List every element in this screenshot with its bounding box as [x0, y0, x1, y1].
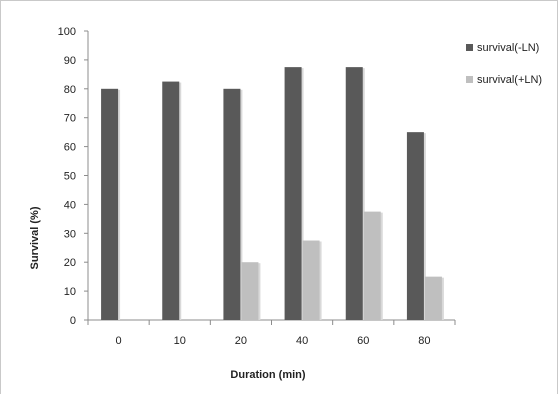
legend-swatch	[466, 44, 473, 51]
x-tick-label: 10	[174, 335, 186, 347]
frame-top-border	[0, 0, 558, 1]
y-tick-label: 10	[64, 286, 76, 298]
bar-plus-ln-20	[241, 262, 259, 320]
bar-plus-ln-80	[424, 276, 442, 320]
bar-minus-ln-0	[101, 88, 119, 320]
bars	[101, 67, 444, 320]
y-tick-label: 0	[70, 315, 76, 327]
bar-minus-ln-80	[406, 132, 424, 320]
y-tick-label: 70	[64, 113, 76, 125]
x-axis: 0 10 20 40 60 80	[87, 319, 456, 347]
y-tick-label: 100	[58, 26, 76, 38]
x-axis-title: Duration (min)	[230, 369, 305, 381]
legend-swatch	[466, 76, 473, 83]
y-tick-label: 60	[64, 142, 76, 154]
y-tick-label: 80	[64, 84, 76, 96]
y-tick-label: 90	[64, 55, 76, 67]
y-axis: 0 10 20 30 40 50 60 70 80 90 100	[58, 26, 89, 327]
bar-minus-ln-60	[345, 67, 363, 320]
legend: survival(-LN) survival(+LN)	[466, 42, 542, 86]
bar-plus-ln-60	[363, 211, 381, 320]
y-tick-label: 40	[64, 199, 76, 211]
legend-label: survival(+LN)	[477, 74, 542, 86]
legend-label: survival(-LN)	[477, 42, 539, 54]
bar-minus-ln-40	[284, 67, 302, 320]
bar-minus-ln-10	[162, 81, 180, 320]
bar-plus-ln-40	[302, 240, 320, 320]
x-tick-label: 20	[235, 335, 247, 347]
x-tick-label: 60	[357, 335, 369, 347]
frame-left-border	[0, 0, 1, 394]
y-tick-label: 50	[64, 171, 76, 183]
x-tick-label: 0	[116, 335, 122, 347]
y-tick-label: 20	[64, 257, 76, 269]
bar-minus-ln-20	[223, 88, 241, 320]
x-tick-label: 40	[296, 335, 308, 347]
y-axis-title: Survival (%)	[29, 206, 41, 269]
y-tick-label: 30	[64, 228, 76, 240]
x-tick-label: 80	[418, 335, 430, 347]
